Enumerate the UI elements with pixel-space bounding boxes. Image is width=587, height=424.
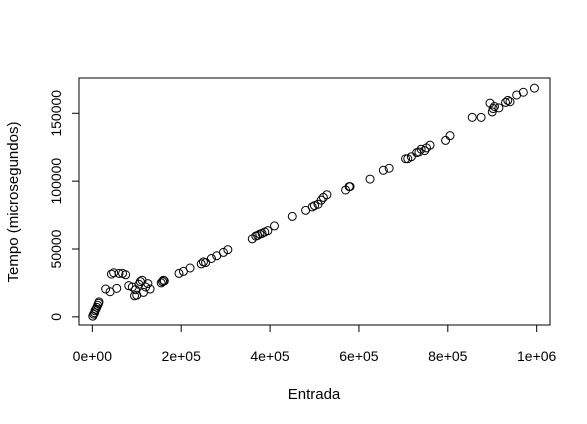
data-point <box>270 221 280 231</box>
data-point <box>307 202 317 212</box>
data-point <box>94 297 104 307</box>
data-point <box>174 268 184 278</box>
data-point <box>316 195 326 205</box>
data-point <box>505 97 515 107</box>
data-point <box>441 135 451 145</box>
data-point <box>143 279 153 289</box>
y-tick-label: 0 <box>48 313 64 321</box>
data-point <box>489 102 499 111</box>
data-point <box>112 283 122 293</box>
data-point <box>322 190 332 200</box>
data-point <box>503 95 513 105</box>
data-point <box>365 174 375 184</box>
x-tick-label: 8e+05 <box>428 348 468 364</box>
data-point <box>121 270 131 280</box>
data-point <box>529 83 539 93</box>
data-point <box>185 263 195 273</box>
data-point <box>518 87 528 97</box>
data-point <box>445 131 455 141</box>
data-point <box>476 112 486 122</box>
x-tick-label: 2e+05 <box>162 348 202 364</box>
data-point <box>218 247 228 257</box>
data-point <box>253 230 263 240</box>
x-tick-label: 6e+05 <box>339 348 379 364</box>
x-axis-title: Entrada <box>288 386 341 403</box>
data-point <box>488 104 498 114</box>
data-point <box>159 276 169 286</box>
x-tick-label: 0e+00 <box>73 348 113 364</box>
data-point <box>101 284 111 294</box>
y-axis: 0 50000 100000 150000 <box>48 90 80 321</box>
data-points <box>88 83 539 321</box>
x-axis: 0e+00 2e+05 4e+05 6e+05 8e+05 1e+06 <box>73 324 557 364</box>
data-point <box>414 147 424 157</box>
data-point <box>263 226 273 236</box>
y-tick-label: 150000 <box>48 90 64 137</box>
data-point <box>206 254 216 263</box>
data-point <box>109 268 119 278</box>
data-point <box>114 268 124 278</box>
data-point <box>494 103 504 113</box>
data-point <box>223 245 233 255</box>
x-tick-label: 1e+06 <box>517 348 557 364</box>
data-point <box>196 259 206 269</box>
data-point <box>145 284 155 294</box>
data-point <box>501 97 511 107</box>
data-point <box>345 182 355 192</box>
data-point <box>467 112 477 122</box>
data-point <box>158 275 168 285</box>
x-tick-label: 4e+05 <box>250 348 290 364</box>
y-tick-label: 50000 <box>48 229 64 268</box>
data-point <box>401 154 411 164</box>
data-point <box>378 165 388 175</box>
y-tick-label: 100000 <box>48 158 64 205</box>
data-point <box>487 107 497 117</box>
y-axis-title: Tempo (microsegundos) <box>5 122 22 283</box>
data-point <box>287 211 297 221</box>
data-point <box>425 140 435 150</box>
data-point <box>420 146 430 156</box>
data-point <box>384 163 394 173</box>
